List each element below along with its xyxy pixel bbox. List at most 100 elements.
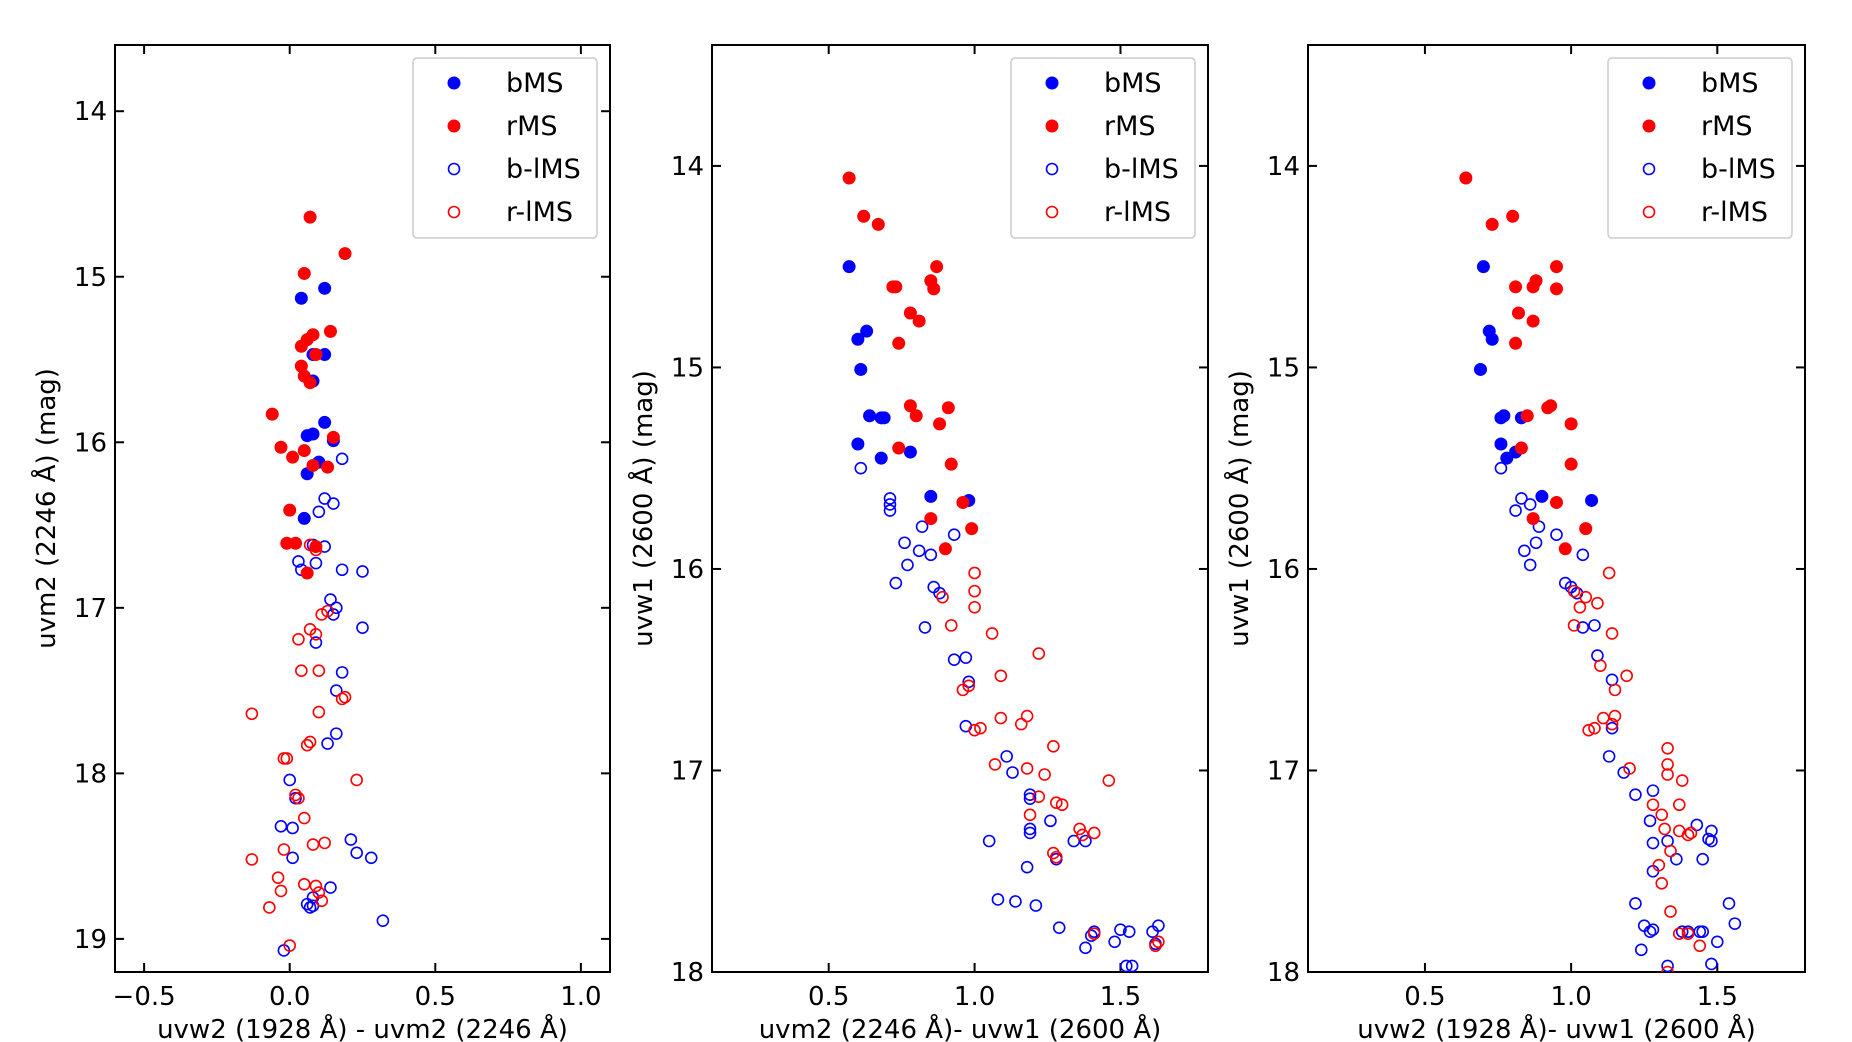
legend-label-r-lms: r-lMS	[1701, 197, 1768, 228]
point-rms	[909, 409, 923, 423]
point-rms	[1541, 401, 1555, 415]
point-b-lms	[312, 505, 326, 519]
point-bms	[851, 332, 865, 346]
point-rms	[1526, 512, 1540, 526]
legend-label-rms: rMS	[1701, 111, 1753, 142]
point-b-lms	[1702, 832, 1715, 846]
point-r-lms	[292, 791, 305, 805]
point-r-lms	[988, 758, 1002, 771]
point-r-lms	[1087, 927, 1101, 941]
legend-marker-b-lms	[447, 162, 461, 176]
y-tick-label: 17	[1267, 756, 1300, 786]
point-r-lms	[1020, 709, 1034, 723]
point-bms	[842, 260, 856, 274]
point-b-lms	[300, 897, 314, 911]
point-r-lms	[292, 632, 305, 646]
point-r-lms	[315, 894, 329, 908]
point-b-lms	[335, 666, 349, 679]
y-tick-label: 15	[1267, 353, 1300, 383]
point-r-lms	[1020, 762, 1034, 775]
point-rms	[924, 512, 938, 526]
point-r-lms	[1672, 798, 1686, 812]
point-r-lms	[1032, 790, 1046, 803]
point-b-lms	[991, 893, 1005, 906]
point-b-lms	[1114, 923, 1127, 936]
point-r-lms	[1032, 647, 1046, 660]
point-r-lms	[1596, 711, 1610, 725]
point-r-lms	[1646, 798, 1660, 812]
point-b-lms	[1029, 899, 1043, 912]
point-rms	[927, 282, 941, 296]
point-rms	[283, 503, 297, 517]
point-bms	[318, 281, 332, 295]
panel-3-uvw1-cmd-uvw2-uvw1: 0.5 1.0 1.5 14 15 16 17 18 uvw2 (1928 Å)- uvw1 (…	[1223, 44, 1806, 1042]
point-b-lms	[924, 548, 938, 562]
point-r-lms	[350, 773, 363, 787]
point-r-lms	[1655, 808, 1669, 822]
legend-marker-rms	[447, 119, 461, 133]
point-r-lms	[1605, 627, 1619, 640]
point-bms	[863, 409, 877, 423]
data-points	[1459, 171, 1742, 972]
point-r-lms	[1608, 683, 1622, 697]
axes-frame	[1307, 44, 1806, 973]
point-b-lms	[356, 621, 369, 634]
point-b-lms	[1125, 959, 1139, 972]
y-tick-label: 19	[74, 925, 107, 955]
point-r-lms	[1608, 709, 1622, 723]
point-b-lms	[286, 851, 299, 865]
point-r-lms	[1588, 721, 1601, 735]
point-r-lms	[1579, 590, 1593, 604]
point-b-lms	[883, 498, 897, 511]
point-r-lms	[968, 566, 981, 580]
point-b-lms	[1605, 721, 1619, 735]
panel-1-uvm2-cmd: −0.5 0.0 0.5 1.0 14 15 16 17 18 19 uvw2 (1928 Å) -…	[30, 44, 611, 1042]
point-b-lms	[1523, 498, 1537, 511]
point-r-lms	[1047, 739, 1060, 753]
point-rms	[912, 314, 926, 328]
point-r-lms	[1594, 659, 1607, 672]
x-tick-label: −0.5	[113, 982, 176, 1012]
point-r-lms	[1655, 877, 1669, 890]
point-b-lms	[329, 727, 343, 740]
x-axis-label: uvw2 (1928 Å) - uvm2 (2246 Å)	[157, 1013, 568, 1042]
point-b-lms	[1152, 919, 1165, 932]
point-bms	[1473, 362, 1487, 376]
point-b-lms	[1646, 923, 1660, 936]
point-b-lms	[1515, 492, 1528, 505]
point-b-lms	[1602, 750, 1616, 763]
point-rms	[1514, 441, 1528, 455]
point-r-lms	[974, 721, 987, 735]
point-r-lms	[297, 811, 311, 825]
point-r-lms	[1664, 844, 1677, 858]
point-rms	[309, 348, 323, 362]
point-rms	[303, 210, 317, 224]
point-rms	[1550, 495, 1563, 509]
point-r-lms	[1014, 717, 1028, 731]
point-r-lms	[295, 664, 308, 678]
y-tick-label: 16	[671, 555, 704, 585]
point-b-lms	[1646, 784, 1660, 797]
point-b-lms	[356, 565, 369, 578]
point-r-lms	[968, 584, 981, 598]
point-rms	[286, 450, 300, 464]
point-b-lms	[292, 555, 305, 568]
point-b-lms	[329, 684, 343, 697]
point-rms	[886, 280, 900, 294]
point-b-lms	[1079, 834, 1092, 848]
x-axis-label: uvw2 (1928 Å)- uvw1 (2600 Å)	[1357, 1013, 1756, 1042]
point-r-lms	[1652, 858, 1666, 872]
legend-marker-bms	[1642, 76, 1656, 90]
point-rms	[1520, 409, 1534, 423]
point-b-lms	[854, 461, 868, 475]
point-b-lms	[959, 651, 973, 664]
point-b-lms	[1529, 536, 1543, 550]
point-b-lms	[364, 851, 378, 865]
legend: bMS rMS b-lMS r-lMS	[412, 57, 598, 239]
point-rms	[1459, 171, 1473, 185]
point-rms	[965, 522, 979, 536]
point-bms	[1535, 489, 1549, 503]
point-rms	[1509, 336, 1523, 350]
point-rms	[933, 417, 947, 431]
point-b-lms	[1108, 935, 1121, 949]
